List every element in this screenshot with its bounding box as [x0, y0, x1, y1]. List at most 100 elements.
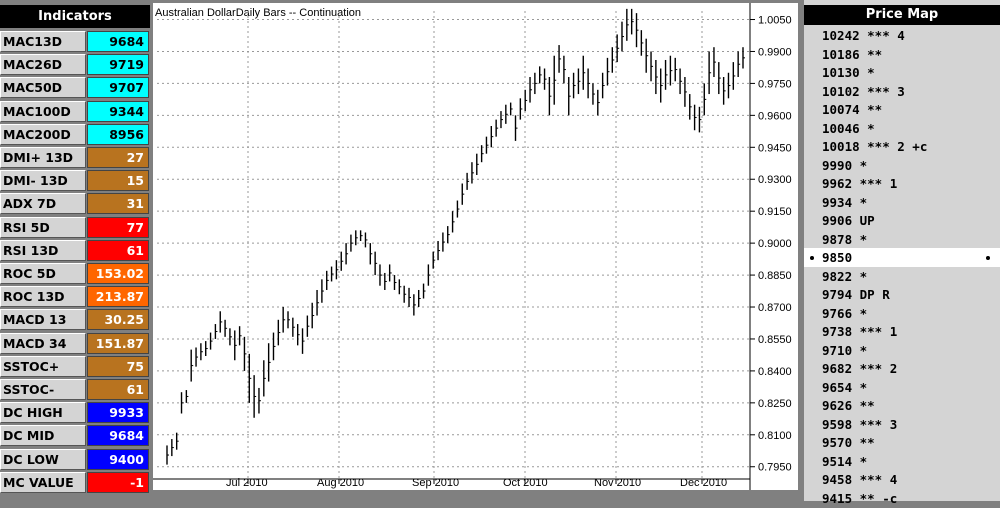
indicator-value: 9400	[87, 448, 149, 470]
price-map-title: Price Map	[804, 5, 1000, 25]
indicator-name: ROC 13D	[0, 286, 86, 308]
price-map-row: 9415 ** -c	[822, 490, 898, 506]
indicator-row: MC VALUE -1	[0, 471, 150, 494]
price-map-row: 9598 *** 3	[822, 416, 898, 432]
indicator-name: MAC200D	[0, 123, 86, 145]
price-map-row: 10242 *** 4	[822, 28, 905, 43]
indicator-row: DMI+ 13D 27	[0, 147, 150, 169]
price-map-row: 10074 **	[822, 102, 883, 117]
indicator-name: MAC100D	[0, 100, 86, 122]
indicator-value: 9684	[87, 31, 149, 52]
indicator-name: MAC26D	[0, 54, 86, 76]
indicator-row: DC LOW 9400	[0, 448, 150, 471]
indicator-value: 9707	[87, 77, 149, 99]
indicator-row: SSTOC- 61	[0, 379, 150, 401]
indicator-value: 75	[87, 355, 149, 377]
y-tick-label: 0.9600	[758, 110, 792, 122]
chart-title: Australian DollarDaily Bars -- Continuat…	[155, 7, 361, 19]
indicator-row: RSI 5D 77	[0, 216, 150, 239]
y-tick-label: 0.8700	[758, 302, 792, 314]
chart-canvas[interactable]: Australian DollarDaily Bars -- Continuat…	[153, 3, 798, 490]
indicator-name: SSTOC-	[0, 379, 86, 400]
indicator-value: 9344	[87, 100, 149, 122]
x-tick-label: Dec 2010	[680, 477, 727, 489]
price-map-row: 10130 *	[822, 65, 875, 80]
y-tick-label: 1.0050	[758, 15, 792, 27]
indicator-name: RSI 5D	[0, 216, 86, 238]
price-map-row: 10046 *	[822, 120, 875, 136]
indicator-name: SSTOC+	[0, 355, 86, 377]
indicator-row: MACD 34 151.87	[0, 332, 150, 355]
indicator-name: MAC13D	[0, 31, 86, 52]
y-tick-label: 0.9750	[758, 78, 792, 90]
indicator-value: 151.87	[87, 332, 149, 354]
indicator-row: SSTOC+ 75	[0, 355, 150, 378]
indicator-name: RSI 13D	[0, 239, 86, 261]
price-map-row: 9682 *** 2	[822, 361, 898, 376]
indicator-row: MACD 13 30.25	[0, 309, 150, 331]
indicator-name: MACD 13	[0, 309, 86, 331]
price-chart[interactable]: Australian DollarDaily Bars -- Continuat…	[153, 3, 798, 490]
indicator-value: 153.02	[87, 263, 149, 284]
indicator-value: 8956	[87, 123, 149, 145]
price-map-row: 9654 *	[822, 379, 868, 395]
y-tick-label: 0.8400	[758, 366, 792, 378]
indicator-value: 61	[87, 379, 149, 400]
price-map-row: 9794 DP R	[822, 287, 890, 302]
price-map-row: 9990 *	[822, 157, 868, 173]
x-tick-label: Nov 2010	[594, 477, 641, 489]
indicator-row: DC MID 9684	[0, 425, 150, 447]
indicator-row: ROC 5D 153.02	[0, 263, 150, 285]
indicator-row: MAC200D 8956	[0, 123, 150, 146]
price-map-row: 9738 *** 1	[822, 324, 898, 339]
indicator-name: DC MID	[0, 425, 86, 447]
price-map-row: 9906 UP	[822, 213, 875, 228]
indicator-row: DMI- 13D 15	[0, 170, 150, 192]
indicator-name: DMI- 13D	[0, 170, 86, 192]
indicator-row: MAC26D 9719	[0, 54, 150, 76]
y-tick-label: 0.9150	[758, 206, 792, 218]
price-map-row: 9766 *	[822, 305, 868, 321]
y-tick-label: 0.8100	[758, 430, 792, 442]
price-map-row: 9458 *** 4	[822, 472, 898, 487]
current-price-marker-right	[986, 256, 990, 260]
price-map-row: 10018 *** 2 +c	[822, 139, 928, 154]
indicator-row: ROC 13D 213.87	[0, 286, 150, 308]
indicator-name: MACD 34	[0, 332, 86, 354]
price-map-row: 9934 *	[822, 194, 868, 210]
indicator-row: DC HIGH 9933	[0, 402, 150, 424]
price-map-current-row: 9850	[804, 248, 1000, 267]
y-tick-label: 0.9450	[758, 142, 792, 154]
x-tick-label: Aug 2010	[317, 477, 364, 489]
indicator-name: ROC 5D	[0, 263, 86, 284]
y-tick-label: 0.8550	[758, 334, 792, 346]
indicator-row: MAC50D 9707	[0, 77, 150, 99]
indicator-value: 77	[87, 216, 149, 238]
indicator-name: MAC50D	[0, 77, 86, 99]
current-price-marker-left	[810, 256, 814, 260]
indicator-row: RSI 13D 61	[0, 239, 150, 262]
y-tick-label: 0.8250	[758, 398, 792, 410]
price-map-row: 9822 *	[822, 268, 868, 284]
indicator-value: -1	[87, 471, 149, 493]
indicator-value: 61	[87, 239, 149, 261]
x-tick-label: Oct 2010	[503, 477, 548, 489]
y-tick-label: 0.7950	[758, 462, 792, 474]
indicator-name: DC HIGH	[0, 402, 86, 424]
x-tick-label: Jul 2010	[226, 477, 268, 489]
indicators-panel: Indicators MAC13D 9684 MAC26D 9719 MAC50D 970…	[0, 0, 150, 501]
price-map-row: 9514 *	[822, 453, 868, 469]
indicator-name: MC VALUE	[0, 471, 86, 493]
indicator-value: 9933	[87, 402, 149, 424]
indicator-value: 9719	[87, 54, 149, 76]
x-tick-label: Sep 2010	[412, 477, 459, 489]
indicator-row: MAC13D 9684	[0, 31, 150, 53]
indicator-name: DC LOW	[0, 448, 86, 470]
indicator-name: DMI+ 13D	[0, 147, 86, 168]
y-tick-label: 0.9300	[758, 174, 792, 186]
y-tick-label: 0.8850	[758, 270, 792, 282]
indicators-title: Indicators	[0, 5, 150, 28]
price-map-panel: Price Map 10242 *** 4 10186 ** 10130 * 1010…	[804, 0, 1000, 506]
y-tick-label: 0.9000	[758, 238, 792, 250]
price-map-row: 10102 *** 3	[822, 83, 905, 99]
